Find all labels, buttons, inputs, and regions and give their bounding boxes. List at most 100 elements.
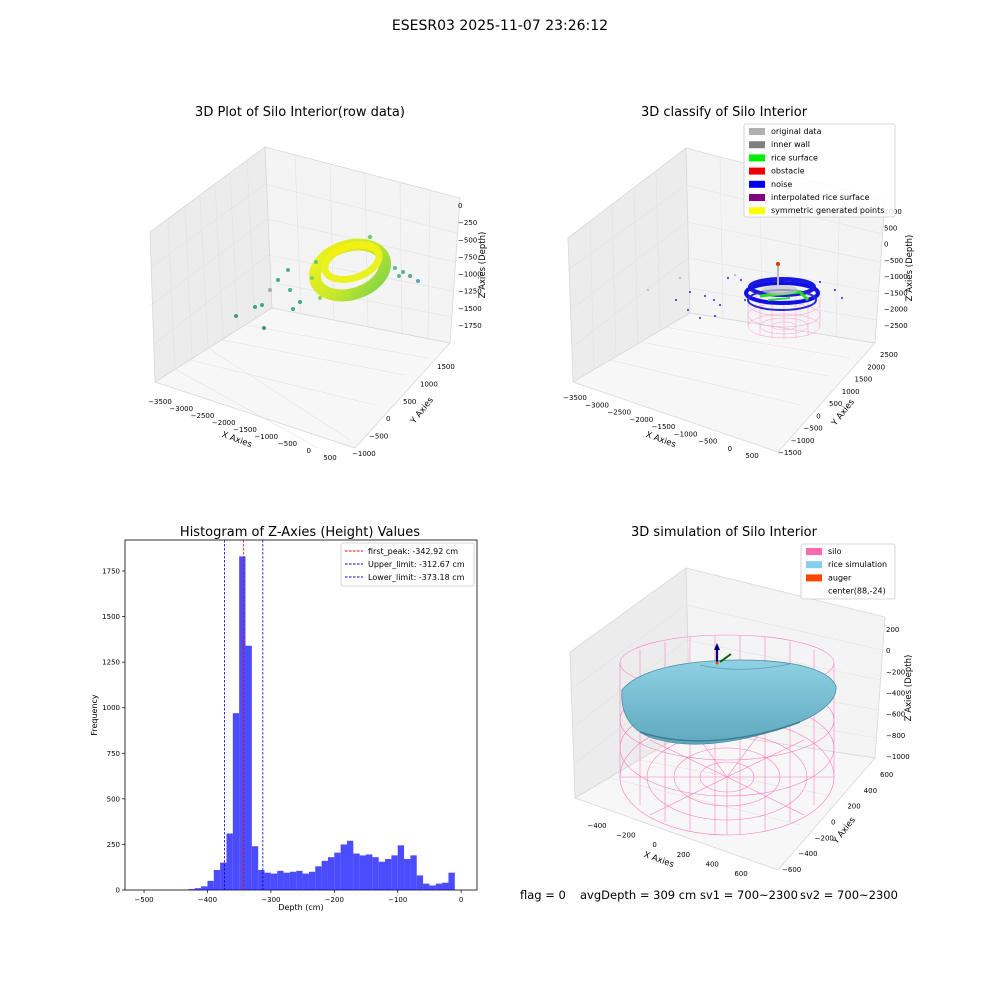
tick-label: −500 xyxy=(698,438,717,446)
histogram-bar xyxy=(366,854,373,890)
tick-label: 2500 xyxy=(880,351,898,359)
tick-label: −500 xyxy=(458,236,477,244)
tick-label: −1500 xyxy=(458,305,482,313)
tick-label: 500 xyxy=(829,400,842,408)
tick-label: −1000 xyxy=(886,753,910,761)
legend-label: Upper_limit: -312.67 cm xyxy=(368,560,465,569)
tick-label: −3000 xyxy=(585,401,609,409)
tick-label: −1750 xyxy=(458,322,482,330)
y-tick-label: 1000 xyxy=(102,704,120,712)
histogram-bar xyxy=(232,713,240,890)
legend-swatch xyxy=(749,141,765,149)
tick-label: −2500 xyxy=(884,322,908,330)
x-tick-label: −200 xyxy=(325,896,344,904)
legend-label: rice surface xyxy=(771,153,818,162)
legend-label: center(88,-24) xyxy=(828,587,886,596)
tick-label: 1500 xyxy=(855,376,873,384)
tick-label: −200 xyxy=(616,832,635,840)
y-tick-label: 1500 xyxy=(102,613,120,621)
tick-label: −500 xyxy=(804,425,823,433)
tick-label: −600 xyxy=(782,866,801,874)
histogram-bar xyxy=(264,872,271,890)
simulation-legend: silo rice simulation auger center(88,-24) xyxy=(800,543,896,600)
tick-label: −1500 xyxy=(884,289,908,297)
tick-label: −800 xyxy=(886,732,905,740)
legend-label: obstacle xyxy=(771,167,805,176)
panel-simulation: 3D simulation of Silo Interior −400 −200 0… xyxy=(569,525,914,878)
histogram-bar xyxy=(385,859,392,890)
tick-label: 600 xyxy=(734,870,747,878)
legend-label: auger xyxy=(828,573,852,582)
legend-swatch xyxy=(749,128,765,135)
y-tick-label: 1750 xyxy=(102,567,120,575)
y-tick-label: 0 xyxy=(116,887,120,895)
raw-xticks: −3500−3000−2500−2000−1500−1000−500 0 500 xyxy=(148,398,337,462)
tick-label: −3500 xyxy=(148,398,172,406)
panel-histogram: Histogram of Z-Axies (Height) Values −50… xyxy=(90,525,478,912)
tick-label: −200 xyxy=(886,668,905,676)
tick-label: 0 xyxy=(386,415,390,423)
histogram-bar xyxy=(423,883,430,890)
histogram-bar xyxy=(442,882,449,890)
legend-label: rice simulation xyxy=(828,560,887,569)
legend-swatch xyxy=(806,574,822,582)
y-tick-label: 750 xyxy=(107,750,120,758)
simulation-legend-frame xyxy=(800,543,896,600)
tick-label: −1000 xyxy=(254,433,278,441)
legend-label: first_peak: -342.92 cm xyxy=(368,547,458,556)
tick-label: 0 xyxy=(884,241,888,249)
status-sv1: sv1 = 700~2300 xyxy=(700,888,798,902)
y-tick-label: 250 xyxy=(107,841,120,849)
tick-label: 400 xyxy=(706,860,719,868)
simulation-zlabel: Z Axies (Depth) xyxy=(904,655,914,722)
histogram-bar xyxy=(277,870,284,890)
histogram-ylabel: Frequency xyxy=(90,694,99,736)
raw-point-cloud xyxy=(234,234,420,330)
legend-swatch xyxy=(806,548,822,555)
histogram-bar xyxy=(270,873,278,890)
histogram-bar xyxy=(416,875,424,890)
tick-label: −1000 xyxy=(791,437,815,445)
raw-grid xyxy=(149,154,458,449)
histogram-title: Histogram of Z-Axies (Height) Values xyxy=(180,525,420,540)
legend-label: inner wall xyxy=(771,140,810,149)
histogram-bar xyxy=(207,880,214,890)
histogram-bar xyxy=(435,883,443,890)
simulation-xticks: −400 −200 0 200 400 600 xyxy=(587,822,747,878)
legend-label: noise xyxy=(771,180,792,189)
histogram-bar xyxy=(404,859,411,890)
tick-label: −2000 xyxy=(630,416,654,424)
tick-label: −250 xyxy=(458,219,477,227)
status-sv2: sv2 = 700~2300 xyxy=(800,888,898,902)
histogram-bar xyxy=(410,855,417,890)
histogram-bar xyxy=(302,873,309,890)
histogram-legend-frame xyxy=(340,542,475,587)
tick-label: −400 xyxy=(798,850,817,858)
tick-label: 600 xyxy=(880,771,893,779)
tick-label: 0 xyxy=(816,412,820,420)
tick-label: 0 xyxy=(831,819,835,827)
histogram-bar xyxy=(359,855,367,890)
histogram-bar xyxy=(448,872,455,890)
histogram-bar xyxy=(315,866,322,890)
panel-classify: 3D classify of Silo Interior −3500−3000−… xyxy=(563,105,915,460)
simulation-xlabel: X Axies xyxy=(642,850,675,870)
tick-label: −1250 xyxy=(458,288,482,296)
x-tick-label: −500 xyxy=(134,896,153,904)
classify-zlabel: Z Axies (Depth) xyxy=(905,235,915,302)
tick-label: 400 xyxy=(864,787,877,795)
tick-label: 0 xyxy=(886,647,890,655)
tick-label: 500 xyxy=(323,454,336,462)
histogram-bar xyxy=(429,885,436,890)
tick-label: 500 xyxy=(745,452,758,460)
tick-label: 0 xyxy=(728,445,732,453)
legend-label: interpolated rice surface xyxy=(771,193,869,202)
tick-label: −1000 xyxy=(458,271,482,279)
tick-label: −2500 xyxy=(607,409,631,417)
status-flag: flag = 0 xyxy=(520,888,566,902)
legend-swatch xyxy=(806,561,822,569)
raw-zticks: 0 −250 −500 −750 −1000 −1250 −1500 −1750 xyxy=(458,202,482,330)
legend-swatch xyxy=(749,180,765,188)
